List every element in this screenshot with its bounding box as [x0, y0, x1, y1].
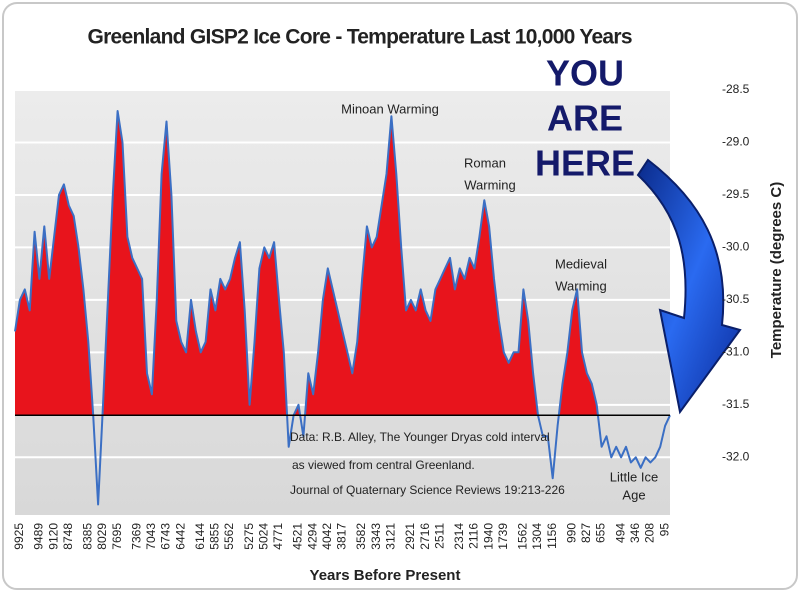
x-tick-label: 4771 — [271, 523, 285, 550]
y-tick-label: -32.0 — [722, 449, 750, 463]
x-tick-label: 9120 — [46, 523, 60, 550]
x-tick-label: 1156 — [545, 523, 559, 549]
x-tick-label: 8029 — [95, 523, 109, 550]
x-tick-label: 2314 — [452, 523, 466, 550]
y-tick-label: -31.0 — [722, 345, 750, 359]
x-tick-label: 7695 — [110, 523, 124, 550]
x-tick-label: 2921 — [403, 523, 417, 550]
callout: HERE — [535, 143, 635, 184]
annotation: Warming — [464, 177, 516, 192]
source-note: as viewed from central Greenland. — [292, 458, 475, 472]
x-tick-label: 1739 — [496, 523, 510, 550]
x-tick-label: 5275 — [242, 523, 256, 550]
x-tick-label: 95 — [657, 523, 671, 537]
x-tick-label: 7369 — [129, 523, 143, 550]
x-tick-label: 6442 — [173, 523, 187, 550]
x-tick-label: 2116 — [467, 523, 481, 549]
annotation: Medieval — [555, 256, 607, 271]
x-tick-label: 3343 — [369, 523, 383, 550]
arrow — [636, 158, 742, 415]
x-tick-label: 346 — [628, 523, 642, 543]
x-tick-label: 3582 — [354, 523, 368, 550]
y-tick-label: -28.5 — [722, 82, 750, 96]
y-tick-label: -31.5 — [722, 397, 750, 411]
x-tick-label: 6144 — [193, 523, 207, 550]
x-tick-label: 1940 — [481, 523, 495, 550]
x-tick-label: 5855 — [208, 523, 222, 550]
x-tick-label: 5562 — [222, 523, 236, 550]
x-tick-label: 8748 — [61, 523, 75, 550]
annotation: Roman — [464, 155, 506, 170]
y-tick-label: -30.0 — [722, 240, 750, 254]
y-tick-label: -29.0 — [722, 135, 750, 149]
temperature-line — [14, 110, 671, 506]
y-tick-label: -29.5 — [722, 187, 750, 201]
x-tick-label: 208 — [643, 523, 657, 543]
x-tick-label: 4042 — [320, 523, 334, 550]
annotation: Minoan Warming — [341, 101, 439, 116]
x-tick-label: 827 — [579, 523, 593, 543]
x-tick-label: 990 — [564, 523, 578, 543]
x-tick-label: 1304 — [530, 523, 544, 550]
x-tick-label: 9489 — [32, 523, 46, 550]
x-tick-label: 3817 — [335, 523, 349, 550]
x-tick-label: 8385 — [80, 523, 94, 550]
x-tick-label: 2716 — [418, 523, 432, 550]
x-tick-label: 7043 — [144, 523, 158, 550]
y-axis-label: Temperature (degrees C) — [768, 182, 785, 358]
x-tick-label: 5024 — [256, 523, 270, 550]
x-tick-label: 9925 — [12, 523, 26, 550]
source-note: Data: R.B. Alley, The Younger Dryas cold… — [290, 430, 550, 444]
x-tick-label: 4294 — [305, 523, 319, 550]
x-tick-label: 494 — [613, 523, 627, 543]
source-note: Journal of Quaternary Science Reviews 19… — [290, 483, 565, 497]
x-tick-label: 4521 — [291, 523, 305, 550]
x-axis-label: Years Before Present — [310, 567, 461, 584]
y-tick-label: -30.5 — [722, 292, 750, 306]
x-tick-label: 2511 — [432, 523, 446, 549]
callout: YOU — [546, 53, 624, 94]
x-tick-label: 1562 — [516, 523, 530, 550]
x-tick-label: 655 — [594, 523, 608, 543]
area-fill — [15, 111, 670, 416]
annotation: Little Ice — [610, 469, 658, 484]
callout: ARE — [547, 98, 623, 139]
annotation: Age — [622, 487, 645, 502]
x-tick-label: 3121 — [384, 523, 398, 550]
x-tick-label: 6743 — [159, 523, 173, 550]
annotation: Warming — [555, 278, 607, 293]
chart-title: Greenland GISP2 Ice Core - Temperature L… — [88, 26, 633, 49]
